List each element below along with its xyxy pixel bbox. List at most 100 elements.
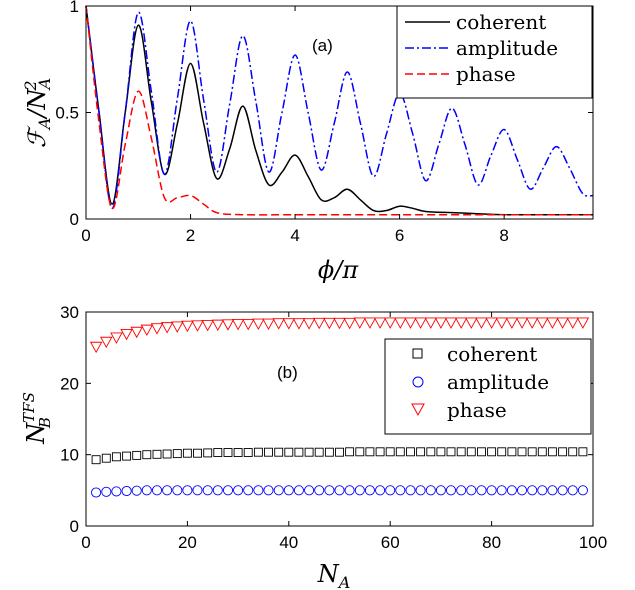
point-phase [363, 317, 377, 329]
point-coherent [193, 448, 202, 458]
legend-a-coherent-label: coherent [456, 10, 546, 34]
point-amplitude [111, 486, 122, 497]
point-coherent [101, 453, 111, 463]
panel-b-xtick-label: 80 [482, 533, 501, 552]
panel-b-chart: 0 20 40 60 80 100 0 10 20 30 (b) coherent amplitu… [20, 303, 607, 590]
panel-b-xtick-label: 20 [178, 533, 197, 552]
panel-a-label: (a) [312, 36, 333, 55]
point-phase [100, 336, 113, 349]
point-amplitude [486, 485, 497, 496]
point-phase [343, 317, 356, 330]
panel-a-chart: 0 2 4 6 800.51 (a) coherent amplitude phase … [21, 0, 594, 284]
point-coherent [477, 447, 486, 457]
point-coherent [122, 451, 132, 461]
point-phase [505, 317, 519, 329]
point-amplitude [476, 485, 487, 496]
point-amplitude [151, 485, 163, 496]
point-phase [454, 317, 468, 329]
point-phase [465, 317, 478, 329]
point-phase [424, 317, 438, 329]
panel-a-ytick-label: 0 [70, 210, 79, 229]
point-phase [353, 317, 367, 329]
panel-a-xtick-label: 2 [186, 226, 195, 245]
point-phase [495, 317, 509, 329]
point-amplitude [141, 485, 152, 496]
point-coherent [172, 449, 182, 459]
point-coherent [142, 450, 152, 460]
point-amplitude [354, 485, 365, 496]
point-phase [120, 328, 133, 341]
legend-b-phase-label: phase [447, 398, 507, 422]
point-coherent [243, 448, 253, 457]
panel-a-xlabel: ϕ/π [318, 256, 359, 284]
panel-a-legend: coherent amplitude phase [396, 5, 593, 99]
point-coherent [385, 447, 395, 457]
point-amplitude [91, 487, 102, 498]
point-amplitude [445, 485, 457, 496]
panel-a-series-phase [85, 5, 593, 216]
panel-b-series-coherent [91, 447, 588, 465]
point-amplitude [516, 485, 528, 496]
point-amplitude [425, 485, 436, 496]
point-phase [241, 318, 255, 331]
point-phase [110, 332, 123, 344]
panel-b-axes-frame [85, 311, 594, 527]
panel-a-xtick-label: 8 [499, 226, 508, 245]
point-phase [302, 318, 316, 330]
point-phase [282, 318, 296, 330]
point-coherent [213, 448, 223, 457]
panel-b-label: (b) [277, 363, 298, 382]
point-amplitude [385, 485, 396, 496]
point-coherent [446, 447, 456, 457]
panel-a-ytick-label: 1 [70, 0, 79, 16]
point-amplitude [537, 485, 548, 496]
point-phase [383, 317, 397, 329]
point-coherent [264, 447, 273, 457]
panel-a-ytick-label: 0.5 [55, 104, 79, 123]
point-amplitude [334, 485, 345, 496]
panel-b-ytick-label: 30 [60, 303, 79, 322]
point-amplitude [253, 485, 264, 496]
point-amplitude [456, 485, 467, 496]
point-phase [475, 317, 488, 329]
point-phase [536, 317, 549, 329]
point-phase [252, 318, 265, 330]
point-amplitude [415, 485, 426, 496]
point-phase [444, 317, 458, 329]
point-amplitude [233, 485, 244, 496]
point-coherent [223, 448, 233, 457]
point-amplitude [364, 485, 375, 496]
point-amplitude [557, 485, 568, 496]
panel-b-xtick-label: 40 [279, 533, 298, 552]
panel-b-xtick-label: 0 [81, 533, 90, 552]
point-phase [89, 341, 103, 354]
panel-b-ytick-label: 0 [70, 517, 79, 536]
point-phase [221, 319, 235, 331]
point-phase [404, 317, 417, 329]
panel-b-ytick-label: 20 [60, 374, 79, 393]
point-amplitude [314, 485, 325, 496]
point-coherent [111, 452, 121, 462]
panel-a-xtick-label: 0 [81, 226, 90, 245]
panel-a-xtick-label: 4 [290, 226, 299, 245]
point-amplitude [466, 485, 477, 496]
point-phase [140, 324, 154, 337]
point-coherent [324, 447, 334, 457]
point-amplitude [182, 485, 193, 496]
point-coherent [335, 447, 344, 457]
point-coherent [132, 450, 142, 460]
point-phase [181, 320, 194, 333]
point-amplitude [283, 485, 294, 496]
point-coherent [182, 448, 192, 458]
point-coherent [426, 447, 436, 457]
point-coherent [284, 447, 294, 457]
point-amplitude [222, 485, 234, 496]
point-coherent [406, 447, 415, 457]
point-phase [434, 317, 448, 329]
point-phase [130, 326, 143, 339]
point-coherent [375, 447, 385, 457]
point-phase [485, 317, 498, 329]
panel-b-series-amplitude [91, 485, 588, 498]
point-coherent [517, 447, 527, 457]
